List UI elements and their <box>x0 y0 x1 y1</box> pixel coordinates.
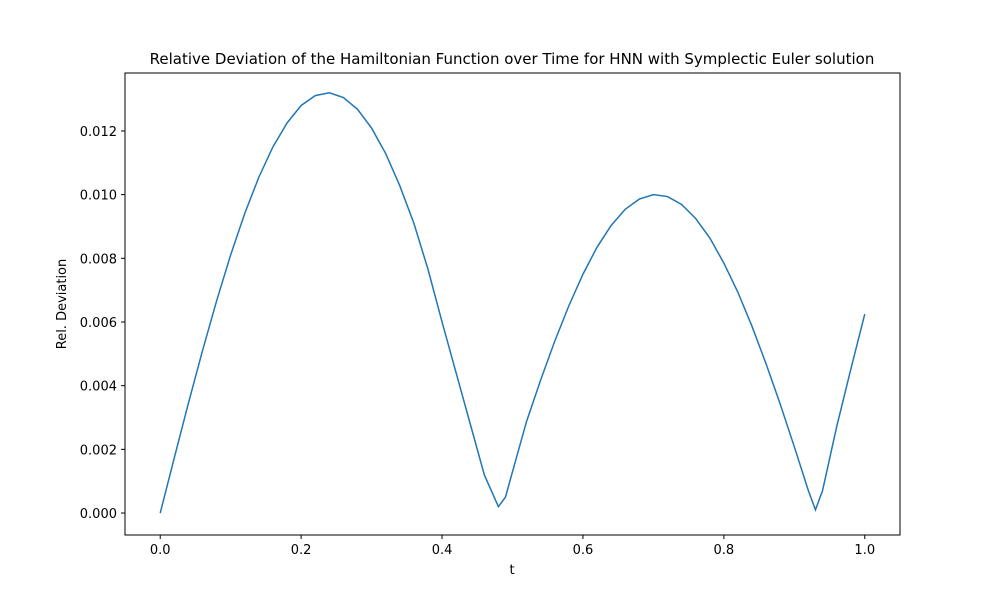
y-tick-label: 0.008 <box>80 252 117 267</box>
x-tick-label: 0.4 <box>432 543 453 558</box>
y-tick-label: 0.006 <box>80 316 117 331</box>
y-tick-label: 0.002 <box>80 443 117 458</box>
x-tick-label: 0.0 <box>150 543 171 558</box>
x-axis-label: t <box>509 563 514 578</box>
y-tick-label: 0.010 <box>80 189 117 204</box>
y-tick-label: 0.004 <box>80 380 117 395</box>
line-series <box>159 91 866 514</box>
x-tick-label: 0.6 <box>573 543 594 558</box>
y-tick-label: 0.012 <box>80 125 117 140</box>
x-tick-label: 0.2 <box>291 543 312 558</box>
x-tick-label: 1.0 <box>854 543 875 558</box>
chart-title: Relative Deviation of the Hamiltonian Fu… <box>150 50 875 68</box>
y-tick-label: 0.000 <box>80 507 117 522</box>
plot-frame <box>124 72 901 536</box>
y-axis-label: Rel. Deviation <box>55 259 70 350</box>
x-tick-label: 0.8 <box>714 543 735 558</box>
